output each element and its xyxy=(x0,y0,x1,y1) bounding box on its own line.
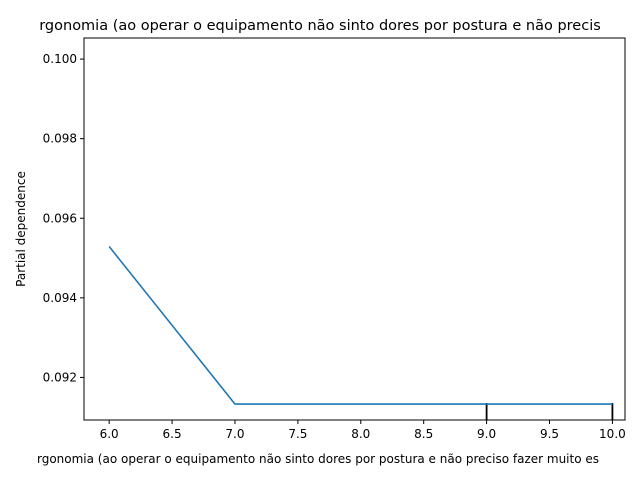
y-tick-label: 0.092 xyxy=(43,370,77,384)
chart-title: rgonomia (ao operar o equipamento não si… xyxy=(39,18,601,34)
x-tick-label: 7.5 xyxy=(288,427,307,441)
x-axis-label: rgonomia (ao operar o equipamento não si… xyxy=(37,452,599,466)
y-tick-label: 0.098 xyxy=(43,132,77,146)
y-tick-label: 0.100 xyxy=(43,52,77,66)
y-axis-ticks: 0.092 0.094 0.096 0.098 0.100 xyxy=(43,52,84,384)
y-tick-label: 0.096 xyxy=(43,211,77,225)
axes-frame xyxy=(83,37,626,421)
y-tick-label: 0.094 xyxy=(43,291,77,305)
x-tick-label: 9.5 xyxy=(540,427,559,441)
x-axis-ticks: 6.0 6.5 7.0 7.5 8.0 8.5 9.0 9.5 10.0 xyxy=(100,420,626,441)
y-axis-label: Partial dependence xyxy=(14,171,28,287)
x-tick-label: 6.0 xyxy=(100,427,119,441)
x-tick-label: 9.0 xyxy=(477,427,496,441)
x-tick-label: 7.0 xyxy=(225,427,244,441)
x-tick-label: 8.0 xyxy=(351,427,370,441)
plot-area: 6.0 6.5 7.0 7.5 8.0 8.5 9.0 9.5 10.0 0.0920.0940… xyxy=(43,37,626,441)
x-tick-label: 10.0 xyxy=(599,427,626,441)
decile-rug-layer xyxy=(485,403,614,420)
series-layer xyxy=(108,246,613,405)
x-tick-label: 8.5 xyxy=(414,427,433,441)
x-tick-label: 6.5 xyxy=(163,427,182,441)
